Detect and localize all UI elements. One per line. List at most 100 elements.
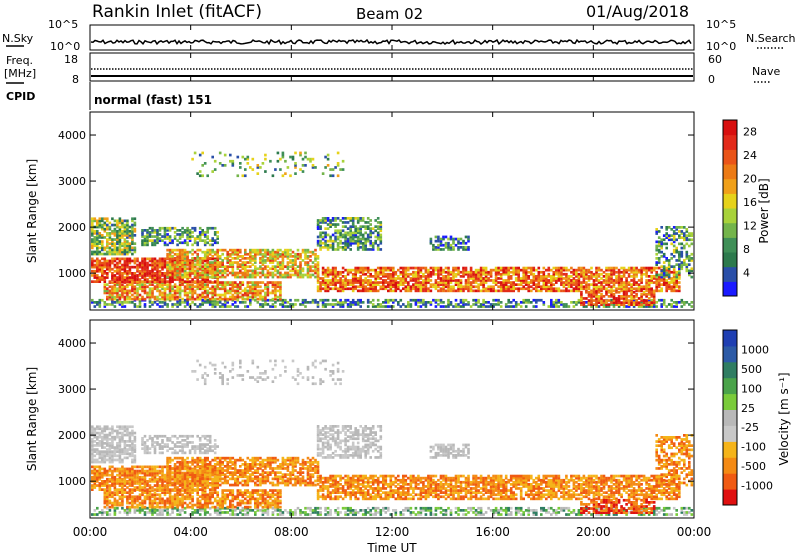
heatmap-cell	[123, 227, 127, 231]
heatmap-cell	[316, 227, 320, 230]
heatmap-cell	[98, 223, 102, 227]
heatmap-cell	[186, 303, 189, 306]
heatmap-cell	[188, 513, 192, 516]
heatmap-cell	[575, 289, 578, 293]
heatmap-cell	[494, 279, 498, 282]
heatmap-cell	[412, 266, 415, 270]
heatmap-cell	[133, 278, 137, 281]
heatmap-cell	[387, 285, 390, 289]
heatmap-cell	[276, 261, 280, 264]
heatmap-cell	[607, 283, 611, 286]
heatmap-cell	[198, 239, 202, 242]
heatmap-cell	[349, 217, 352, 220]
heatmap-cell	[640, 303, 643, 306]
heatmap-cell	[148, 287, 152, 291]
heatmap-cell	[229, 159, 232, 163]
heatmap-cell	[334, 231, 337, 235]
heatmap-cell	[316, 255, 320, 258]
heatmap-cell	[497, 509, 500, 512]
heatmap-cell	[635, 281, 638, 284]
heatmap-cell	[151, 239, 154, 242]
heatmap-cell	[424, 305, 428, 308]
heatmap-cell	[487, 270, 490, 274]
heatmap-cell	[279, 261, 282, 264]
heatmap-cell	[612, 305, 616, 308]
heatmap-cell	[316, 285, 320, 289]
heatmap-cell	[429, 237, 433, 241]
heatmap-cell	[206, 283, 209, 286]
heatmap-cell	[662, 303, 666, 306]
heatmap-cell	[662, 275, 666, 279]
heatmap-cell	[670, 281, 673, 284]
heatmap-cell	[246, 291, 250, 295]
heatmap-cell	[203, 285, 207, 289]
heatmap-cell	[156, 278, 159, 281]
heatmap-cell	[118, 272, 122, 275]
heatmap-cell	[246, 265, 250, 268]
heatmap-cell	[361, 283, 365, 286]
heatmap-cell	[133, 276, 137, 279]
heatmap-cell	[339, 301, 342, 304]
heatmap-cell	[550, 289, 553, 293]
heatmap-cell	[319, 298, 322, 302]
heatmap-cell	[424, 266, 428, 270]
heatmap-cell	[464, 248, 468, 251]
heatmap-cell	[249, 289, 252, 293]
heatmap-cell	[444, 270, 448, 274]
heatmap-cell	[216, 278, 219, 281]
heatmap-cell	[198, 275, 202, 279]
heatmap-cell	[181, 283, 184, 286]
heatmap-cell	[447, 281, 450, 284]
heatmap-cell	[279, 275, 282, 279]
heatmap-cell	[168, 263, 172, 266]
heatmap-cell	[519, 305, 523, 308]
heatmap-cell	[597, 305, 601, 308]
heatmap-cell	[592, 295, 596, 298]
heatmap-cell	[316, 511, 320, 514]
heatmap-cell	[186, 301, 189, 304]
heatmap-cell	[178, 250, 182, 254]
heatmap-cell	[178, 291, 182, 295]
heatmap-cell	[532, 279, 536, 282]
heatmap-cell	[419, 270, 423, 274]
heatmap-cell	[670, 289, 673, 293]
heatmap-cell	[334, 279, 337, 282]
heatmap-cell	[550, 298, 553, 302]
heatmap-cell	[113, 280, 117, 283]
heatmap-cell	[196, 267, 199, 271]
heatmap-cell	[213, 263, 217, 266]
heatmap-cell	[482, 289, 485, 293]
heatmap-cell	[198, 259, 202, 262]
heatmap-cell	[166, 226, 169, 230]
heatmap-cell	[176, 239, 179, 242]
heatmap-cell	[595, 301, 598, 304]
heatmap-cell	[429, 270, 433, 274]
heatmap-cell	[514, 277, 518, 280]
heatmap-cell	[657, 242, 661, 246]
heatmap-cell	[627, 268, 631, 272]
heatmap-cell	[143, 263, 147, 267]
heatmap-cell	[198, 231, 202, 234]
heatmap-cell	[246, 273, 250, 277]
heatmap-cell	[484, 289, 488, 293]
heatmap-cell	[116, 289, 119, 293]
heatmap-cell	[103, 269, 107, 273]
heatmap-cell	[264, 283, 267, 286]
heatmap-cell	[259, 259, 262, 262]
heatmap-cell	[637, 305, 641, 308]
heatmap-cell	[271, 250, 275, 254]
heatmap-cell	[600, 295, 603, 298]
heatmap-cell	[279, 287, 282, 291]
heatmap-cell	[106, 217, 109, 221]
heatmap-cell	[487, 506, 490, 510]
heatmap-cell	[374, 511, 377, 514]
heatmap-cell	[223, 511, 227, 514]
heatmap-cell	[612, 297, 616, 300]
heatmap-cell	[136, 263, 139, 267]
heatmap-cell	[188, 289, 192, 293]
heatmap-cell	[612, 266, 616, 270]
heatmap-cell	[121, 285, 124, 289]
heatmap-cell	[281, 513, 285, 516]
heatmap-cell	[106, 225, 109, 229]
heatmap-cell	[218, 301, 222, 304]
